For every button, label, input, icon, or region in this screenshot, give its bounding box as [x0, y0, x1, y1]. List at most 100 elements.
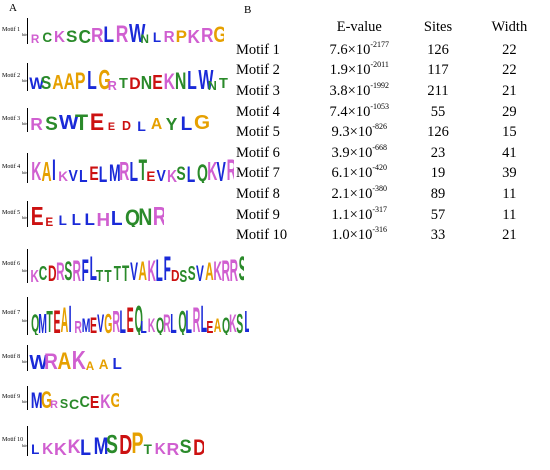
evalue-mantissa: 1.9: [329, 62, 348, 79]
logo-letter: K: [213, 256, 222, 283]
motif-logo-row: Motif 4bitsKAIKVLELMRLTEVKSLQKVR: [2, 153, 234, 187]
logo-letter: A: [204, 259, 214, 283]
width-cell: 15: [502, 124, 517, 141]
logo-letter: Y: [165, 114, 178, 132]
logo-letter: R: [192, 300, 201, 335]
width-cell: 22: [502, 41, 517, 58]
logo-letter: T: [143, 442, 152, 456]
evalue-times: ×10: [349, 144, 373, 161]
motif-name-cell: Motif 4: [236, 103, 280, 120]
logo-letter: D: [193, 436, 204, 456]
logo-letter: S: [187, 263, 196, 283]
evalue-cell: 1.0×10-316: [311, 225, 407, 246]
motif-label: Motif 9: [2, 394, 21, 400]
table-body: Motif 1 7.6×10-2177 126 22 Motif 2 1.9×10-201…: [236, 40, 550, 246]
logo-letter: K: [166, 165, 177, 183]
panel-b-letter: B: [244, 4, 252, 16]
logo-letter: R: [221, 254, 231, 283]
evalue-mantissa: 2.1: [331, 185, 350, 202]
logo-letter: L: [112, 355, 122, 371]
table-row: Motif 5 9.3×10-826 126 15: [236, 122, 550, 143]
logo-letter: S: [40, 72, 52, 91]
logo-letter: A: [57, 347, 72, 371]
table-row: Motif 1 7.6×10-2177 126 22: [236, 40, 550, 61]
logo-letter: C: [69, 395, 80, 410]
bits-axis-label: bits: [22, 318, 28, 323]
logo-letter: D: [47, 261, 57, 283]
logo-letter: K: [54, 438, 67, 456]
table-row: Motif 7 6.1×10-420 19 39: [236, 163, 550, 185]
bits-axis-line: [27, 201, 28, 227]
logo-letter: R: [43, 349, 58, 371]
motif-logo-row: Motif 1bitsRCKSCRLRWNLRPKRG: [2, 18, 227, 48]
logo-letter: E: [107, 121, 116, 132]
bits-axis-line: [27, 63, 28, 91]
logo-letter: W: [59, 111, 79, 132]
logo-letter: L: [58, 213, 67, 227]
logo-letter: F: [81, 251, 89, 283]
bits-axis-line: [27, 297, 28, 335]
logo-letter: R: [30, 114, 43, 132]
evalue-mantissa: 1.0: [331, 227, 350, 244]
logo-letter: L: [200, 298, 207, 335]
evalue-times: ×10: [347, 82, 371, 99]
logo-letter: D: [122, 119, 131, 132]
logo-letter: R: [116, 20, 129, 44]
evalue-cell: 9.3×10-826: [311, 122, 407, 143]
logo-letter: K: [154, 440, 166, 456]
logo-letter: C: [38, 263, 48, 283]
table-row: Motif 4 7.4×10-1053 55 29: [236, 102, 550, 123]
bits-axis-line: [27, 153, 28, 183]
logo-letter: N: [207, 78, 217, 91]
evalue-times: ×10: [349, 206, 373, 223]
logo-letter: T: [138, 154, 148, 184]
logo-letter: L: [86, 65, 97, 91]
logo-letter: L: [89, 249, 97, 283]
logo-letter: S: [179, 265, 188, 283]
logo-letter: Q: [196, 159, 208, 183]
logo-letter: L: [152, 30, 162, 44]
motif-label: Motif 3: [2, 116, 21, 122]
logo-letter: T: [218, 76, 228, 91]
logo-letter: R: [90, 23, 104, 44]
logo-letter: E: [152, 71, 163, 91]
logo-letter: C: [42, 30, 53, 44]
sites-cell: 33: [430, 227, 446, 244]
logo-letter: G: [111, 391, 119, 410]
logo-letter: P: [75, 67, 86, 91]
logo-letter: D: [129, 74, 141, 91]
logo-letter: N: [138, 203, 153, 227]
logo-letter: L: [155, 251, 163, 283]
evalue-exponent: -668: [372, 142, 388, 152]
motif-logo-row: Motif 8 bits W R A K A A L: [2, 345, 227, 375]
bits-axis-label: bits: [22, 359, 28, 364]
logo-letter: I: [51, 154, 56, 184]
logo-letter: S: [238, 252, 244, 283]
logo-letter: R: [163, 28, 175, 44]
logo-letter: R: [107, 78, 117, 91]
motif-logo-row: Motif 6bitsKCDRSRFLTTTTVAKLFDSSVAKRRS: [2, 249, 244, 287]
table-row: Motif 3 3.8×10-1992 211 21: [236, 81, 550, 102]
logo-letter: A: [213, 315, 222, 335]
logo-letter: S: [105, 431, 118, 456]
evalue-exponent: -2011: [370, 60, 389, 70]
motif-name-cell: Motif 9: [236, 206, 280, 223]
logo-letter: L: [185, 302, 192, 335]
logo-letter: A: [60, 300, 69, 335]
bits-axis-label: bits: [22, 78, 28, 83]
logo-letter: K: [31, 158, 42, 183]
logo-letter: S: [65, 27, 78, 44]
motif-label: Motif 7: [2, 310, 21, 316]
logo-letter: L: [71, 211, 81, 227]
logo-letter: K: [206, 158, 217, 183]
logo-letter: Q: [134, 298, 143, 335]
evalue-times: ×10: [349, 227, 373, 244]
logo-letter: R: [152, 203, 164, 227]
logo-letter: A: [41, 155, 52, 183]
logo-letter: S: [236, 307, 244, 335]
evalue-cell: 6.1×10-420: [311, 163, 407, 185]
logo-letter: E: [206, 318, 214, 335]
evalue-times: ×10: [347, 62, 371, 79]
logo-letter: L: [119, 302, 126, 335]
